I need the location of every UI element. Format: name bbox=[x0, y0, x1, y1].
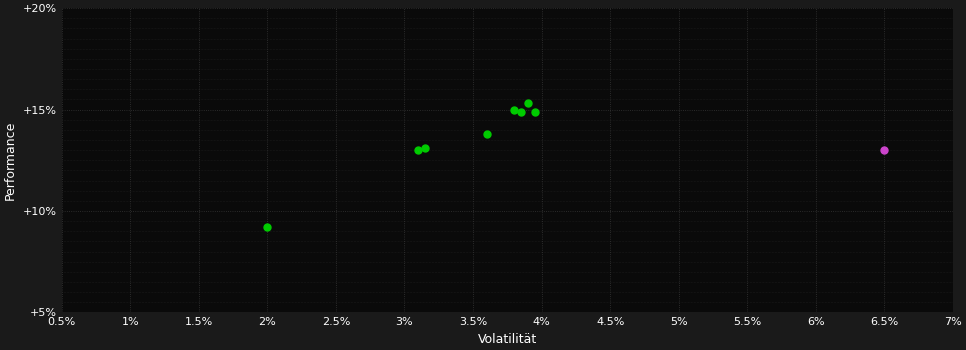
Y-axis label: Performance: Performance bbox=[4, 121, 17, 200]
Point bbox=[411, 147, 426, 153]
Point bbox=[527, 109, 543, 114]
Point bbox=[479, 131, 495, 137]
Point bbox=[260, 224, 275, 230]
Point bbox=[877, 147, 893, 153]
Point bbox=[417, 145, 433, 151]
Point bbox=[506, 107, 522, 112]
X-axis label: Volatilität: Volatilität bbox=[478, 333, 537, 346]
Point bbox=[513, 109, 528, 114]
Point bbox=[520, 101, 535, 106]
